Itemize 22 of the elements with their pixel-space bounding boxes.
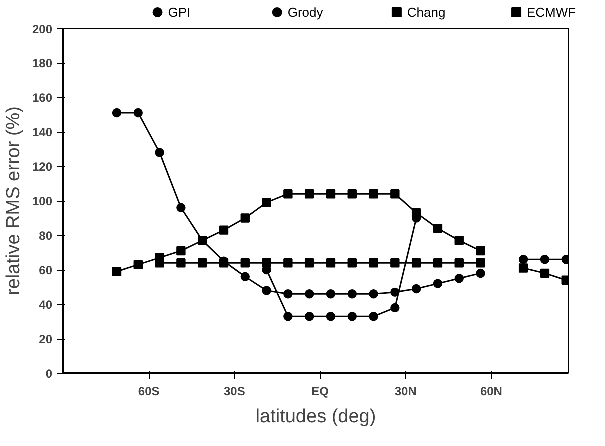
y-tick-label: 160	[32, 91, 53, 105]
x-tick-label: 30N	[394, 384, 417, 398]
legend-label: GPI	[168, 5, 191, 20]
x-axis-title: latitudes (deg)	[256, 406, 376, 428]
y-tick-label: 140	[32, 126, 53, 140]
y-tick-label: 80	[39, 229, 53, 243]
x-tick-label: 30S	[224, 384, 246, 398]
y-tick-label: 100	[32, 194, 53, 208]
x-tick-label: EQ	[312, 384, 329, 398]
legend-label: ECMWF	[527, 5, 576, 20]
y-tick-label: 180	[32, 56, 53, 70]
y-axis-title: relative RMS error (%)	[3, 106, 24, 296]
x-tick-label: 60N	[480, 384, 502, 398]
legend-label: Chang	[407, 5, 446, 20]
y-tick-label: 0	[46, 367, 53, 381]
y-tick-label: 40	[39, 298, 53, 312]
y-tick-label: 200	[32, 22, 53, 36]
y-tick-label: 60	[39, 264, 53, 278]
y-tick-label: 120	[32, 160, 53, 174]
x-tick-label: 60S	[138, 384, 160, 398]
legend-label: Grody	[288, 5, 324, 20]
y-tick-label: 20	[39, 332, 53, 346]
